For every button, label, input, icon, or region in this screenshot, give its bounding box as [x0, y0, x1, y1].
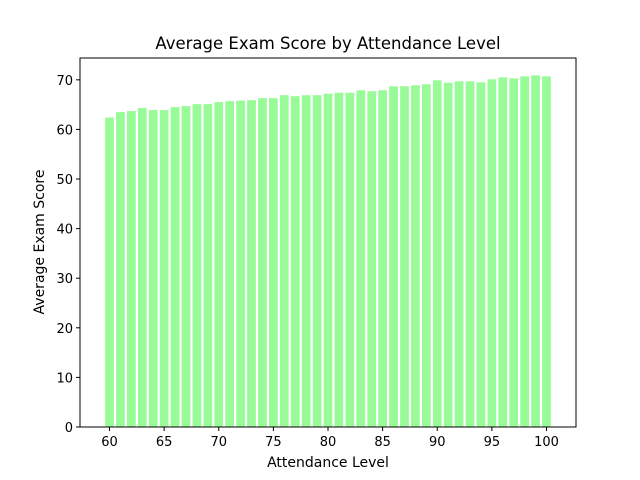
- bar-73: [247, 100, 256, 427]
- bar-95: [487, 79, 497, 427]
- x-tick-label: 90: [429, 435, 446, 450]
- axes-group: 60 65 70 75 80 85 90 95 100 0 10 20 30 40 50 60 70: [56, 57, 577, 450]
- bar-60: [105, 117, 114, 428]
- bar-97: [509, 78, 519, 427]
- bar-83: [356, 90, 366, 428]
- y-tick-label: 30: [56, 272, 73, 287]
- bar-86: [389, 86, 398, 428]
- y-tick-label: 60: [56, 123, 73, 138]
- x-tick-label: 70: [210, 435, 227, 450]
- x-axis-label: Attendance Level: [267, 455, 389, 471]
- bars-group: [105, 75, 551, 428]
- bar-67: [181, 106, 191, 428]
- bar-79: [312, 95, 322, 427]
- bar-92: [454, 81, 464, 427]
- bar-85: [378, 90, 387, 428]
- bar-75: [269, 98, 278, 428]
- bar-62: [126, 111, 136, 427]
- bar-68: [192, 104, 202, 427]
- bar-65: [159, 110, 169, 427]
- x-tick-label: 65: [156, 435, 173, 450]
- bar-80: [323, 93, 333, 428]
- bar-66: [170, 107, 180, 427]
- y-tick-label: 0: [65, 421, 73, 436]
- bar-87: [400, 86, 409, 428]
- y-tick-label: 70: [56, 74, 73, 89]
- bar-82: [345, 92, 355, 427]
- bar-96: [498, 77, 508, 427]
- y-axis-label: Average Exam Score: [32, 170, 48, 315]
- bar-100: [542, 76, 551, 427]
- bar-84: [367, 91, 377, 427]
- bar-81: [334, 92, 344, 427]
- bar-99: [531, 75, 540, 428]
- bar-98: [520, 76, 530, 427]
- y-tick-label: 40: [56, 223, 73, 238]
- bar-91: [443, 82, 453, 428]
- bar-72: [236, 100, 245, 428]
- bar-77: [290, 96, 300, 427]
- bar-90: [432, 80, 442, 427]
- bar-63: [137, 108, 147, 427]
- bar-61: [116, 112, 125, 427]
- bar-74: [258, 98, 267, 428]
- x-tick-label: 100: [534, 435, 559, 450]
- y-tick-label: 20: [56, 322, 73, 337]
- y-tick-label: 50: [56, 173, 73, 188]
- bar-64: [148, 110, 158, 427]
- bar-89: [421, 84, 431, 427]
- bar-76: [279, 95, 289, 427]
- bar-93: [465, 81, 475, 427]
- bar-70: [214, 102, 224, 427]
- x-tick-label: 85: [374, 435, 391, 450]
- x-tick-label: 80: [320, 435, 337, 450]
- x-tick-label: 60: [101, 435, 118, 450]
- bar-94: [476, 82, 486, 428]
- y-tick-label: 10: [56, 371, 73, 386]
- bar-78: [301, 95, 311, 427]
- chart-title: Average Exam Score by Attendance Level: [155, 34, 500, 53]
- bar-69: [203, 104, 213, 427]
- x-tick-label: 95: [484, 435, 501, 450]
- bar-71: [225, 101, 235, 428]
- bar-88: [411, 85, 420, 427]
- x-tick-label: 75: [265, 435, 282, 450]
